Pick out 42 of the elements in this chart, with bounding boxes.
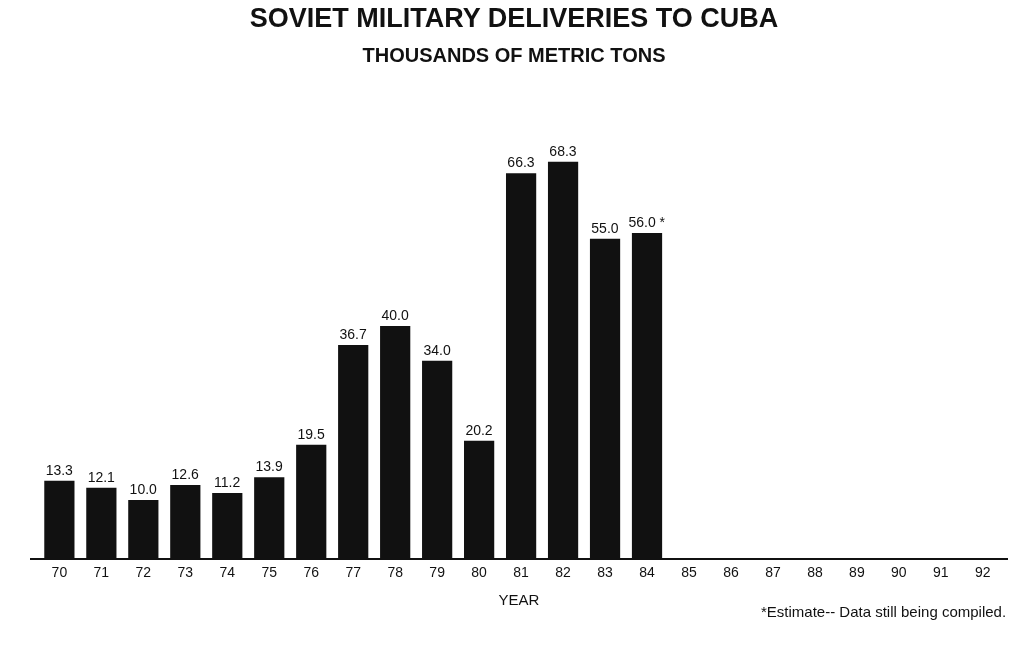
data-label: 34.0 bbox=[423, 341, 451, 358]
x-tick-label: 85 bbox=[681, 563, 697, 580]
x-tick-label: 88 bbox=[807, 563, 823, 580]
data-label: 10.0 bbox=[129, 480, 158, 497]
x-tick-label: 87 bbox=[765, 563, 781, 580]
data-label: 40.0 bbox=[381, 306, 409, 323]
x-tick-label: 76 bbox=[303, 563, 320, 580]
data-label: 13.9 bbox=[255, 458, 283, 475]
x-tick-label: 86 bbox=[723, 563, 739, 580]
chart-title: SOVIET MILITARY DELIVERIES TO CUBA bbox=[249, 2, 779, 33]
x-axis-title: YEAR bbox=[498, 591, 540, 609]
data-label: 56.0 * bbox=[628, 214, 666, 231]
text: *Estimate-- Data still being compiled. bbox=[761, 603, 1007, 620]
x-tick-label: 84 bbox=[639, 563, 656, 580]
x-tick-label: 72 bbox=[135, 563, 152, 580]
x-tick-label: 73 bbox=[177, 563, 194, 580]
data-label: 68.3 bbox=[549, 142, 577, 159]
x-tick-label: 79 bbox=[429, 563, 446, 580]
x-tick-label: 90 bbox=[891, 563, 907, 580]
x-tick-label: 71 bbox=[93, 563, 110, 580]
data-label: 66.3 bbox=[507, 154, 535, 171]
x-tick-label: 81 bbox=[513, 563, 530, 580]
x-tick-label: 75 bbox=[261, 563, 278, 580]
data-label: 11.2 bbox=[214, 474, 241, 491]
x-tick-label: 92 bbox=[975, 563, 991, 580]
data-label: 12.1 bbox=[87, 468, 116, 485]
x-tick-label: 77 bbox=[345, 563, 362, 580]
data-label: 12.6 bbox=[171, 465, 200, 482]
data-label: 36.7 bbox=[339, 326, 367, 343]
data-label: 20.2 bbox=[465, 421, 493, 438]
x-tick-label: 91 bbox=[933, 563, 949, 580]
data-label: 13.3 bbox=[45, 461, 74, 478]
x-tick-label: 80 bbox=[471, 563, 488, 580]
x-tick-label: 83 bbox=[597, 563, 614, 580]
x-tick-label: 70 bbox=[51, 563, 68, 580]
x-tick-label: 78 bbox=[387, 563, 404, 580]
x-tick-label: 82 bbox=[555, 563, 572, 580]
x-tick-label: 89 bbox=[849, 563, 865, 580]
data-label: 55.0 bbox=[591, 219, 619, 236]
x-tick-label: 74 bbox=[219, 563, 236, 580]
data-label: 19.5 bbox=[297, 425, 325, 442]
chart-subtitle: THOUSANDS OF METRIC TONS bbox=[362, 43, 666, 66]
